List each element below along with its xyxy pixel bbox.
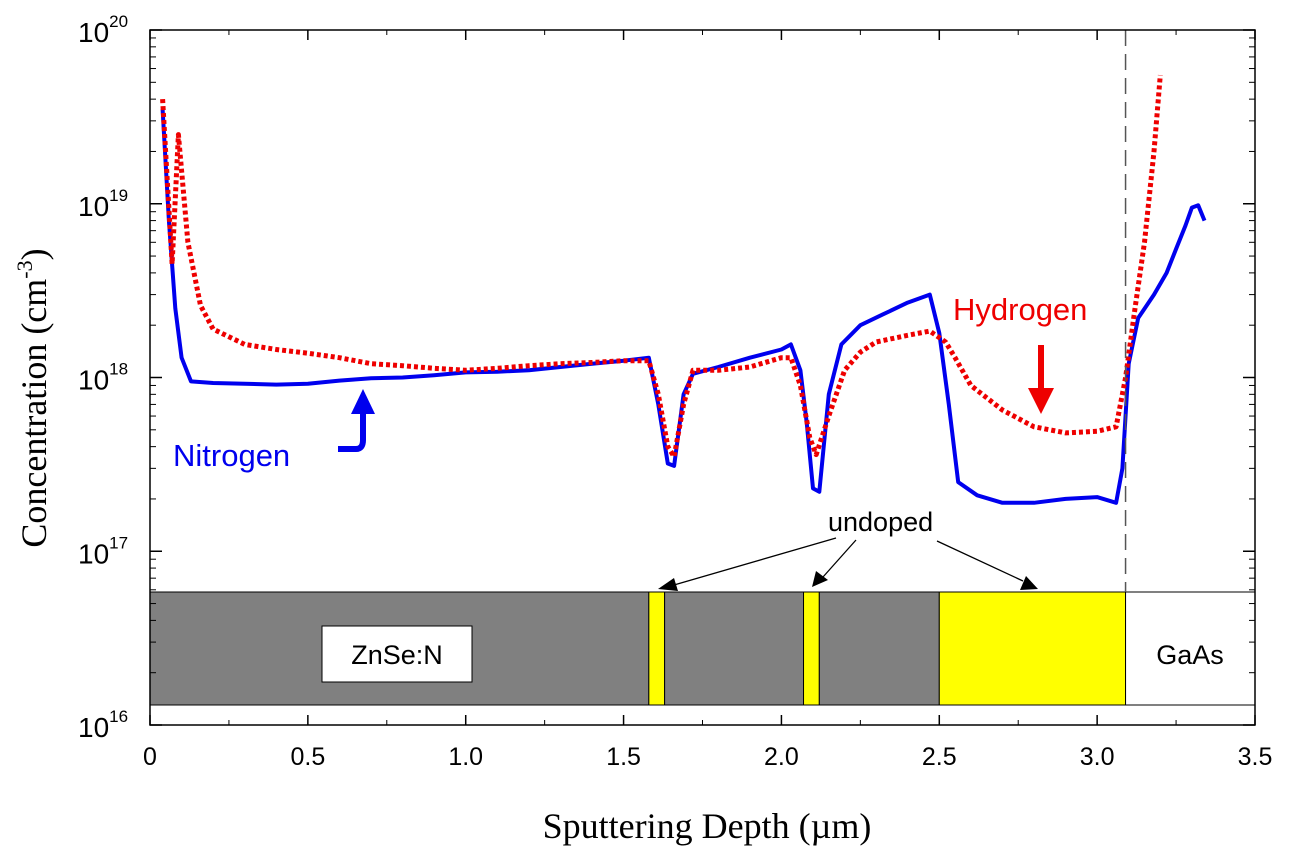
x-tick-label: 2.5	[922, 743, 957, 771]
layer-segment	[648, 591, 666, 706]
layer-segment	[938, 591, 1127, 706]
x-axis-title: Sputtering Depth (µm)	[543, 806, 872, 846]
y-axis-title-exp: -3	[12, 260, 37, 278]
x-tick-label: 1.5	[606, 743, 641, 771]
x-tick-label: 1.0	[448, 743, 483, 771]
y-tick-label: 1019	[78, 186, 128, 222]
series-hydrogen-line	[160, 74, 1163, 460]
hydrogen-arrow	[1028, 345, 1054, 414]
nitrogen-arrow	[338, 389, 375, 452]
y-tick-label: 1018	[78, 360, 128, 396]
y-tick-label: 1020	[78, 12, 128, 48]
layer-stack	[149, 591, 1256, 706]
x-tick-label: 3.0	[1080, 743, 1115, 771]
layer-segment	[803, 591, 820, 706]
y-axis-ticks: 1016 1017 1018 1019 1020	[78, 12, 1255, 743]
undoped-arrows	[658, 537, 1038, 591]
series-nitrogen-line	[160, 109, 1207, 505]
nitrogen-label: Nitrogen	[173, 438, 290, 473]
y-axis-title: Concentration (cm-3)	[12, 248, 54, 547]
layer-segment	[818, 591, 940, 706]
zns-label: ZnSe:N	[351, 640, 443, 670]
hydrogen-label: Hydrogen	[953, 292, 1087, 327]
y-tick-label: 1016	[78, 707, 128, 743]
y-tick-label: 1017	[78, 533, 128, 569]
y-axis-title-base: Concentration (cm	[14, 279, 54, 548]
y-axis-title-tail: )	[14, 248, 54, 260]
x-tick-label: 0.5	[290, 743, 325, 771]
gaas-label: GaAs	[1156, 640, 1224, 670]
series-group	[160, 74, 1207, 505]
undoped-label: undoped	[828, 507, 933, 537]
x-axis-ticks: 0 0.5 1.0 1.5 2.0 2.5 3.0 3.5	[143, 30, 1272, 771]
zns-label-box: ZnSe:N	[321, 625, 473, 683]
x-tick-label: 3.5	[1238, 743, 1273, 771]
x-tick-label: 0	[143, 743, 157, 771]
layer-segment	[1125, 591, 1256, 706]
layer-segment	[664, 591, 805, 706]
x-tick-label: 2.0	[764, 743, 799, 771]
